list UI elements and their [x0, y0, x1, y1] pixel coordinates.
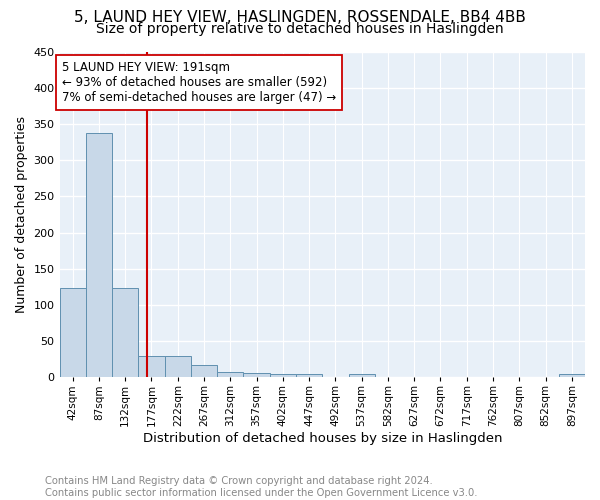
- Bar: [217, 372, 244, 378]
- Y-axis label: Number of detached properties: Number of detached properties: [15, 116, 28, 313]
- Bar: [270, 374, 296, 378]
- Bar: [349, 374, 375, 378]
- Bar: [244, 373, 270, 378]
- Text: 5 LAUND HEY VIEW: 191sqm
← 93% of detached houses are smaller (592)
7% of semi-d: 5 LAUND HEY VIEW: 191sqm ← 93% of detach…: [62, 61, 336, 104]
- Bar: [559, 374, 585, 378]
- Bar: [139, 356, 164, 378]
- Text: Contains HM Land Registry data © Crown copyright and database right 2024.
Contai: Contains HM Land Registry data © Crown c…: [45, 476, 478, 498]
- Bar: [164, 356, 191, 378]
- Text: 5, LAUND HEY VIEW, HASLINGDEN, ROSSENDALE, BB4 4BB: 5, LAUND HEY VIEW, HASLINGDEN, ROSSENDAL…: [74, 10, 526, 25]
- Text: Size of property relative to detached houses in Haslingden: Size of property relative to detached ho…: [96, 22, 504, 36]
- Bar: [112, 288, 139, 378]
- Bar: [59, 288, 86, 378]
- Bar: [86, 132, 112, 378]
- X-axis label: Distribution of detached houses by size in Haslingden: Distribution of detached houses by size …: [143, 432, 502, 445]
- Bar: [296, 374, 322, 378]
- Bar: [191, 365, 217, 378]
